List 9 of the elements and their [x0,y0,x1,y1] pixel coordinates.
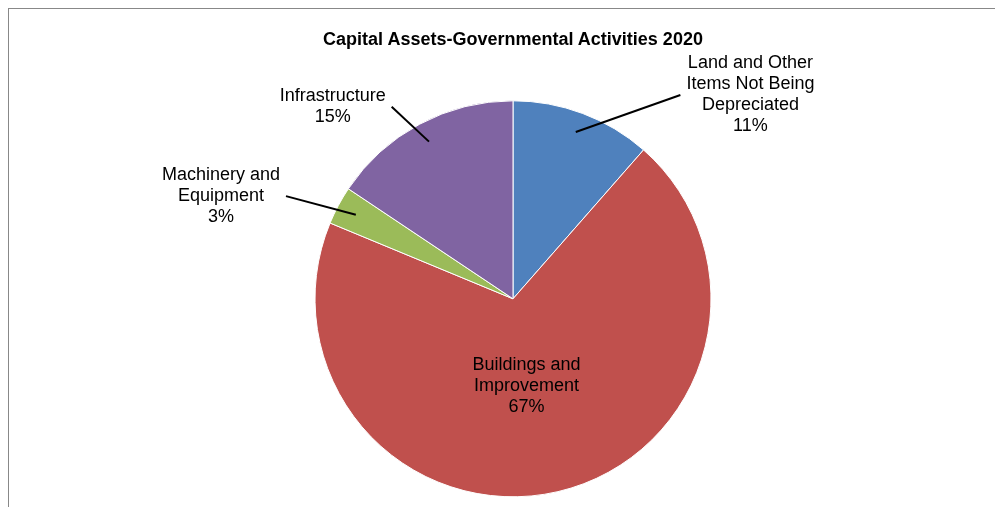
slice-label: Infrastructure [279,85,386,106]
slice-label: Machinery and Equipment [161,164,280,206]
slice-label: Buildings and Improvement [472,353,581,395]
data-label: 3% [207,206,234,227]
data-label: 11% [733,115,768,136]
data-label: 67% [508,395,545,416]
slice-label: Land and Other Items Not Being Depreciated [686,52,815,115]
data-label: 15% [314,106,351,127]
chart-title: Capital Assets-Governmental Activities 2020 [323,28,703,49]
